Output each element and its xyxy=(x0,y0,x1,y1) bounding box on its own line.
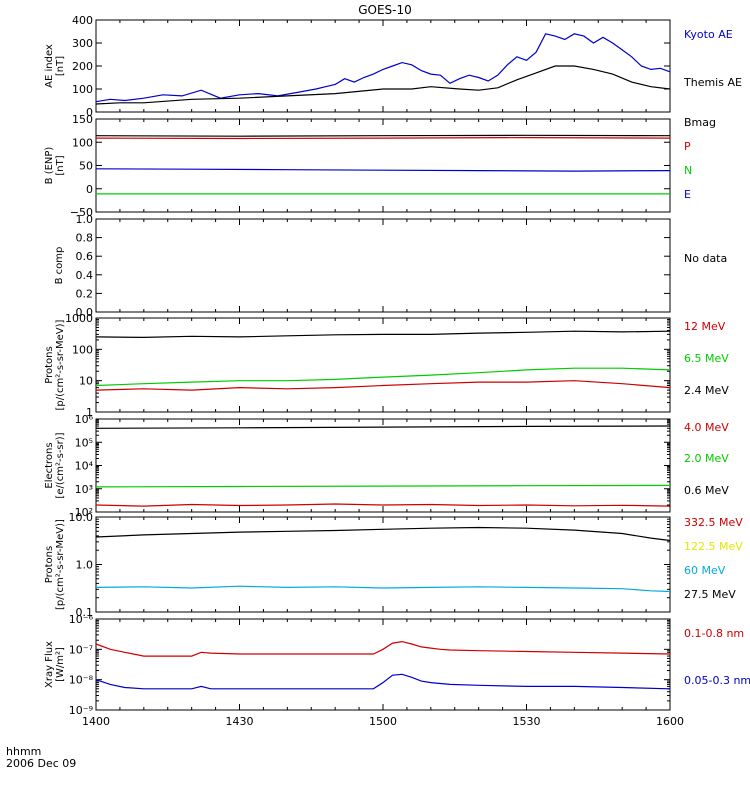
y-tick-label: 0 xyxy=(86,183,93,196)
x-axis: 1400 1430 1500 1530 1600 xyxy=(82,715,684,728)
y-tick-label: 0.8 xyxy=(76,232,94,245)
y-tick-label: 0.1 xyxy=(76,606,94,619)
legend-entry: Themis AE xyxy=(683,76,742,89)
y-tick-label: 10² xyxy=(75,506,93,519)
series-line-electrons-2 xyxy=(95,425,671,429)
panel-b: −50 0 50 100 150 B (ENP) [nT] Bmag PNE xyxy=(44,113,716,219)
legend-entry: Bmag xyxy=(684,116,716,129)
series-line-protons1-0 xyxy=(95,380,671,391)
y-tick-label: 1 xyxy=(86,406,93,419)
y-tick-label: 100 xyxy=(72,83,93,96)
y-tick-label: 10⁻⁸ xyxy=(69,674,94,687)
series-line-electrons-0 xyxy=(95,503,671,507)
y-tick-label: 10⁻⁹ xyxy=(69,704,93,717)
y-tick-label: 1.0 xyxy=(76,559,94,572)
y-tick-label: 0.4 xyxy=(76,269,94,282)
y-tick-label: 10⁵ xyxy=(75,436,93,449)
y-tick-label: 1.0 xyxy=(76,213,94,226)
series-line-b-3 xyxy=(95,168,671,172)
series-line-electrons-1 xyxy=(95,484,671,488)
y-axis-label: [nT] xyxy=(55,56,66,76)
legend-entry: 12 MeV xyxy=(684,320,726,333)
series-line-protons1-2 xyxy=(95,330,671,339)
y-tick-label: 0.0 xyxy=(76,306,94,319)
y-tick-label: 10 xyxy=(79,375,93,388)
series-line-ae-0 xyxy=(95,33,671,103)
y-tick-label: 10.0 xyxy=(69,511,94,524)
y-axis-label: [e/(cm²-s-sr)] xyxy=(55,432,66,498)
y-axis-label: Electrons xyxy=(44,442,55,488)
y-tick-label: 200 xyxy=(72,60,93,73)
panel-protons1: 1 10 100 1000 Protons [p/(cm²-s-sr-MeV)] 12 Me… xyxy=(44,312,729,419)
series-line-b-0 xyxy=(95,134,671,137)
panel-bcomp: 0.0 0.2 0.4 0.6 0.8 1.0 B comp No data xyxy=(54,213,727,319)
no-data-note: No data xyxy=(684,252,727,265)
y-tick-label: 50 xyxy=(79,160,93,173)
y-tick-label: 400 xyxy=(72,14,93,27)
y-tick-label: 10⁶ xyxy=(75,413,94,426)
series-line-protons2-3 xyxy=(95,526,671,542)
y-axis-label: Protons xyxy=(44,346,55,383)
x-tick-label: 1400 xyxy=(82,715,110,728)
series-line-xray-1 xyxy=(95,673,671,690)
panel-ae: 0 100 200 300 400 AE index [nT] Kyoto AE Themis … xyxy=(44,14,742,119)
legend-entry: 332.5 MeV xyxy=(684,516,743,529)
y-tick-label: 100 xyxy=(72,136,93,149)
y-tick-label: 10³ xyxy=(75,483,93,496)
chart-title: GOES-10 xyxy=(358,3,412,17)
panel-electrons: 10² 10³ 10⁴ 10⁵ 10⁶ Electrons [e/(cm²-s-sr)] 4.… xyxy=(44,413,729,519)
panel-xray: 10⁻⁹ 10⁻⁸ 10⁻⁷ 10⁻⁶ Xray Flux [W/m²] 0.1-0.8 n… xyxy=(44,613,750,717)
y-axis-label: [W/m²] xyxy=(55,647,66,682)
legend-entry: 60 MeV xyxy=(684,564,726,577)
legend-entry: N xyxy=(684,164,692,177)
x-axis-label: hhmm xyxy=(6,745,41,758)
legend-entry: P xyxy=(684,140,691,153)
y-tick-label: 10⁻⁷ xyxy=(69,643,93,656)
date-label: 2006 Dec 09 xyxy=(6,757,76,770)
legend-entry: 2.4 MeV xyxy=(684,384,729,397)
y-axis-label: B (ENP) xyxy=(44,147,55,185)
legend-entry: 6.5 MeV xyxy=(684,352,729,365)
legend-entry: 122.5 MeV xyxy=(684,540,743,553)
series-line-protons1-1 xyxy=(95,367,671,387)
y-axis-label: [nT] xyxy=(55,155,66,175)
y-tick-label: 10⁻⁶ xyxy=(69,613,94,626)
y-tick-label: 300 xyxy=(72,37,93,50)
y-axis-label: B comp xyxy=(54,247,65,285)
legend-entry: 4.0 MeV xyxy=(684,421,729,434)
legend-entry: 0.05-0.3 nm xyxy=(684,674,750,687)
legend-entry: 0.6 MeV xyxy=(684,484,729,497)
legend-entry: 27.5 MeV xyxy=(684,588,736,601)
legend-entry: Kyoto AE xyxy=(684,28,733,41)
y-tick-label: 0 xyxy=(86,106,93,119)
y-tick-label: 0.2 xyxy=(76,287,94,300)
y-axis-label: [p/(cm²-s-sr-MeV)] xyxy=(55,519,66,610)
panel-protons2: 0.1 1.0 10.0 Protons [p/(cm²-s-sr-MeV)] 332.5… xyxy=(44,511,743,619)
series-line-b-1 xyxy=(95,137,671,140)
y-tick-label: 1000 xyxy=(65,312,93,325)
x-tick-label: 1430 xyxy=(226,715,254,728)
series-line-ae-1 xyxy=(95,65,671,105)
y-tick-label: 100 xyxy=(72,343,93,356)
y-tick-label: 10⁴ xyxy=(75,460,94,473)
y-axis-label: Xray Flux xyxy=(44,641,55,688)
y-axis-label: AE index xyxy=(44,44,55,88)
series-line-protons2-2 xyxy=(95,585,671,593)
legend-entry: 2.0 MeV xyxy=(684,452,729,465)
y-tick-label: 0.6 xyxy=(76,250,94,263)
legend-entry: 0.1-0.8 nm xyxy=(684,627,744,640)
y-axis-label: [p/(cm²-s-sr-MeV)] xyxy=(55,319,66,410)
x-tick-label: 1530 xyxy=(513,715,541,728)
x-tick-label: 1600 xyxy=(656,715,684,728)
y-axis-label: Protons xyxy=(44,546,55,583)
legend-entry: E xyxy=(684,188,691,201)
series-line-xray-0 xyxy=(95,640,671,657)
y-tick-label: 150 xyxy=(72,113,93,126)
y-tick-label: −50 xyxy=(70,206,93,219)
x-tick-label: 1500 xyxy=(369,715,397,728)
